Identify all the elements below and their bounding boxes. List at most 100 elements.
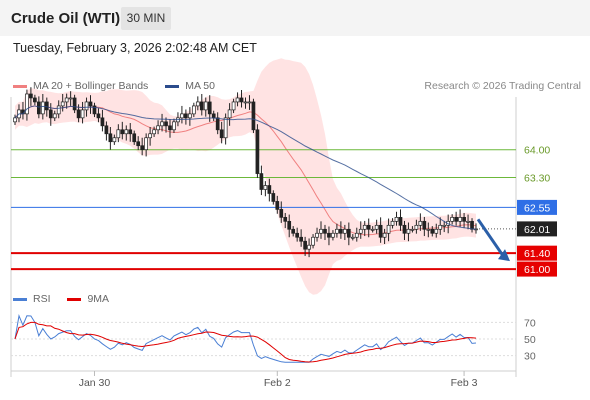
timestamp: Tuesday, February 3, 2026 2:02:48 AM CET — [13, 41, 257, 55]
candle-body — [36, 101, 41, 115]
legend-item-ma50: MA 50 — [165, 80, 215, 92]
candle — [283, 212, 288, 229]
candle-body — [454, 216, 458, 222]
candle-body — [184, 113, 188, 119]
candle — [112, 134, 117, 145]
candles — [13, 87, 478, 258]
candle-body — [410, 228, 415, 231]
candle-body — [438, 224, 443, 230]
candle-body — [132, 133, 137, 143]
candle — [354, 227, 359, 242]
candle — [466, 214, 470, 230]
candle — [25, 89, 29, 121]
candle-body — [462, 216, 466, 222]
candle — [311, 234, 315, 249]
candle-body — [60, 101, 65, 107]
candle-body — [394, 216, 399, 222]
candle-body — [335, 228, 339, 234]
forecast-arrow-head — [498, 249, 510, 262]
candle — [188, 107, 192, 126]
x-tick-label: Feb 3 — [451, 377, 478, 389]
candle — [136, 136, 141, 151]
candle — [108, 127, 113, 150]
candle-body — [450, 216, 455, 222]
candle-body — [426, 228, 431, 231]
candle-body — [275, 201, 280, 210]
level-tag-64.00: 64.00 — [524, 145, 550, 157]
candle-body — [92, 105, 97, 115]
candle-body — [327, 232, 331, 238]
rsi-tick-label: 50 — [524, 334, 536, 346]
candle-body — [343, 228, 347, 234]
candle-body — [29, 93, 33, 99]
candle-body — [247, 101, 252, 104]
candle — [231, 98, 236, 114]
candle — [199, 93, 204, 116]
candle — [88, 95, 93, 114]
legend-item-bollinger: MA 20 + Bollinger Bands — [13, 80, 148, 92]
candle — [390, 218, 395, 229]
candle-body — [346, 228, 351, 238]
candle — [243, 97, 248, 109]
candle-body — [136, 141, 141, 147]
legend-swatch — [13, 297, 27, 301]
candle — [426, 222, 431, 238]
candle — [180, 105, 184, 124]
candle-body — [203, 101, 208, 111]
candle-body — [271, 193, 276, 202]
candle — [382, 228, 387, 245]
legend-swatch — [165, 84, 180, 88]
candle-body — [458, 216, 462, 222]
candle-body — [215, 117, 220, 131]
candle-body — [470, 220, 474, 230]
candle — [144, 133, 148, 157]
candle — [430, 226, 435, 237]
bollinger-band — [15, 58, 476, 295]
candle — [100, 109, 105, 132]
candle-body — [199, 101, 204, 111]
candle-body — [40, 101, 45, 115]
candle — [454, 211, 458, 226]
candle-body — [291, 228, 296, 234]
candle — [195, 96, 200, 111]
candle — [124, 125, 129, 141]
candle — [362, 220, 367, 237]
candle-body — [374, 224, 379, 230]
candle — [442, 220, 447, 233]
candle — [172, 118, 176, 133]
timeframe-badge[interactable]: 30 MIN — [121, 7, 171, 30]
candle-body — [231, 101, 236, 111]
candle — [164, 117, 168, 133]
candle — [327, 226, 331, 246]
forecast-arrow-shaft — [476, 218, 506, 258]
candle-body — [72, 97, 77, 111]
candle — [398, 209, 403, 231]
candle — [346, 222, 351, 246]
legend-label: 9MA — [87, 293, 110, 305]
candle — [152, 126, 156, 137]
candle-body — [279, 209, 284, 218]
candle — [323, 224, 327, 241]
candle-body — [315, 232, 319, 238]
candle — [343, 224, 347, 241]
candle-body — [406, 228, 411, 234]
candle — [339, 221, 343, 239]
candle-body — [283, 216, 288, 222]
candle-body — [116, 129, 121, 139]
candle — [335, 223, 339, 238]
candle-body — [13, 117, 17, 123]
candle-body — [382, 232, 387, 238]
credit-text: Research © 2026 Trading Central — [424, 80, 581, 92]
candle-body — [350, 236, 355, 239]
candle — [92, 102, 97, 118]
candle — [223, 113, 228, 145]
legend-item-9ma: 9MA — [67, 293, 109, 305]
candle — [156, 120, 160, 135]
candle — [104, 121, 109, 141]
candle — [267, 178, 272, 202]
candle-body — [251, 101, 256, 131]
candle-body — [303, 240, 307, 250]
candle-body — [307, 244, 311, 250]
level-tag-61.00: 61.00 — [517, 261, 557, 277]
candle-body — [362, 224, 367, 230]
